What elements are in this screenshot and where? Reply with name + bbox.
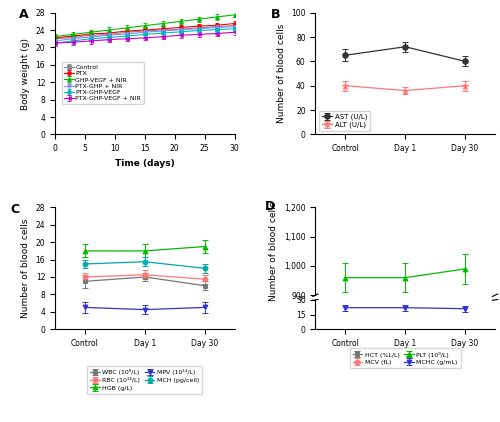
Text: C: C <box>10 203 19 216</box>
Text: B: B <box>270 8 280 21</box>
Y-axis label: Number of blood cells: Number of blood cells <box>270 202 278 301</box>
Legend: WBC (10⁹/L), RBC (10¹²/L), HGB (g/L), MPV (10¹²/L), MCH (pg/cell): WBC (10⁹/L), RBC (10¹²/L), HGB (g/L), MP… <box>87 366 202 394</box>
Y-axis label: Number of blood cells: Number of blood cells <box>21 219 30 318</box>
Y-axis label: Number of blood cells: Number of blood cells <box>276 24 285 123</box>
Text: A: A <box>19 8 28 21</box>
Legend: AST (U/L), ALT (U/L): AST (U/L), ALT (U/L) <box>319 111 370 131</box>
Text: D: D <box>265 200 276 214</box>
Y-axis label: Body weight (g): Body weight (g) <box>21 38 30 110</box>
Legend: Control, PTX, GHP-VEGF + NIR, PTX-GHP + NIR, PTX-GHP-VEGF, PTX-GHP-VEGF + NIR: Control, PTX, GHP-VEGF + NIR, PTX-GHP + … <box>62 62 144 104</box>
X-axis label: Time (days): Time (days) <box>115 159 174 168</box>
Legend: HCT (%L/L), MCV (fL), PLT (10⁹/L), MCHC (g/mL): HCT (%L/L), MCV (fL), PLT (10⁹/L), MCHC … <box>350 349 461 368</box>
